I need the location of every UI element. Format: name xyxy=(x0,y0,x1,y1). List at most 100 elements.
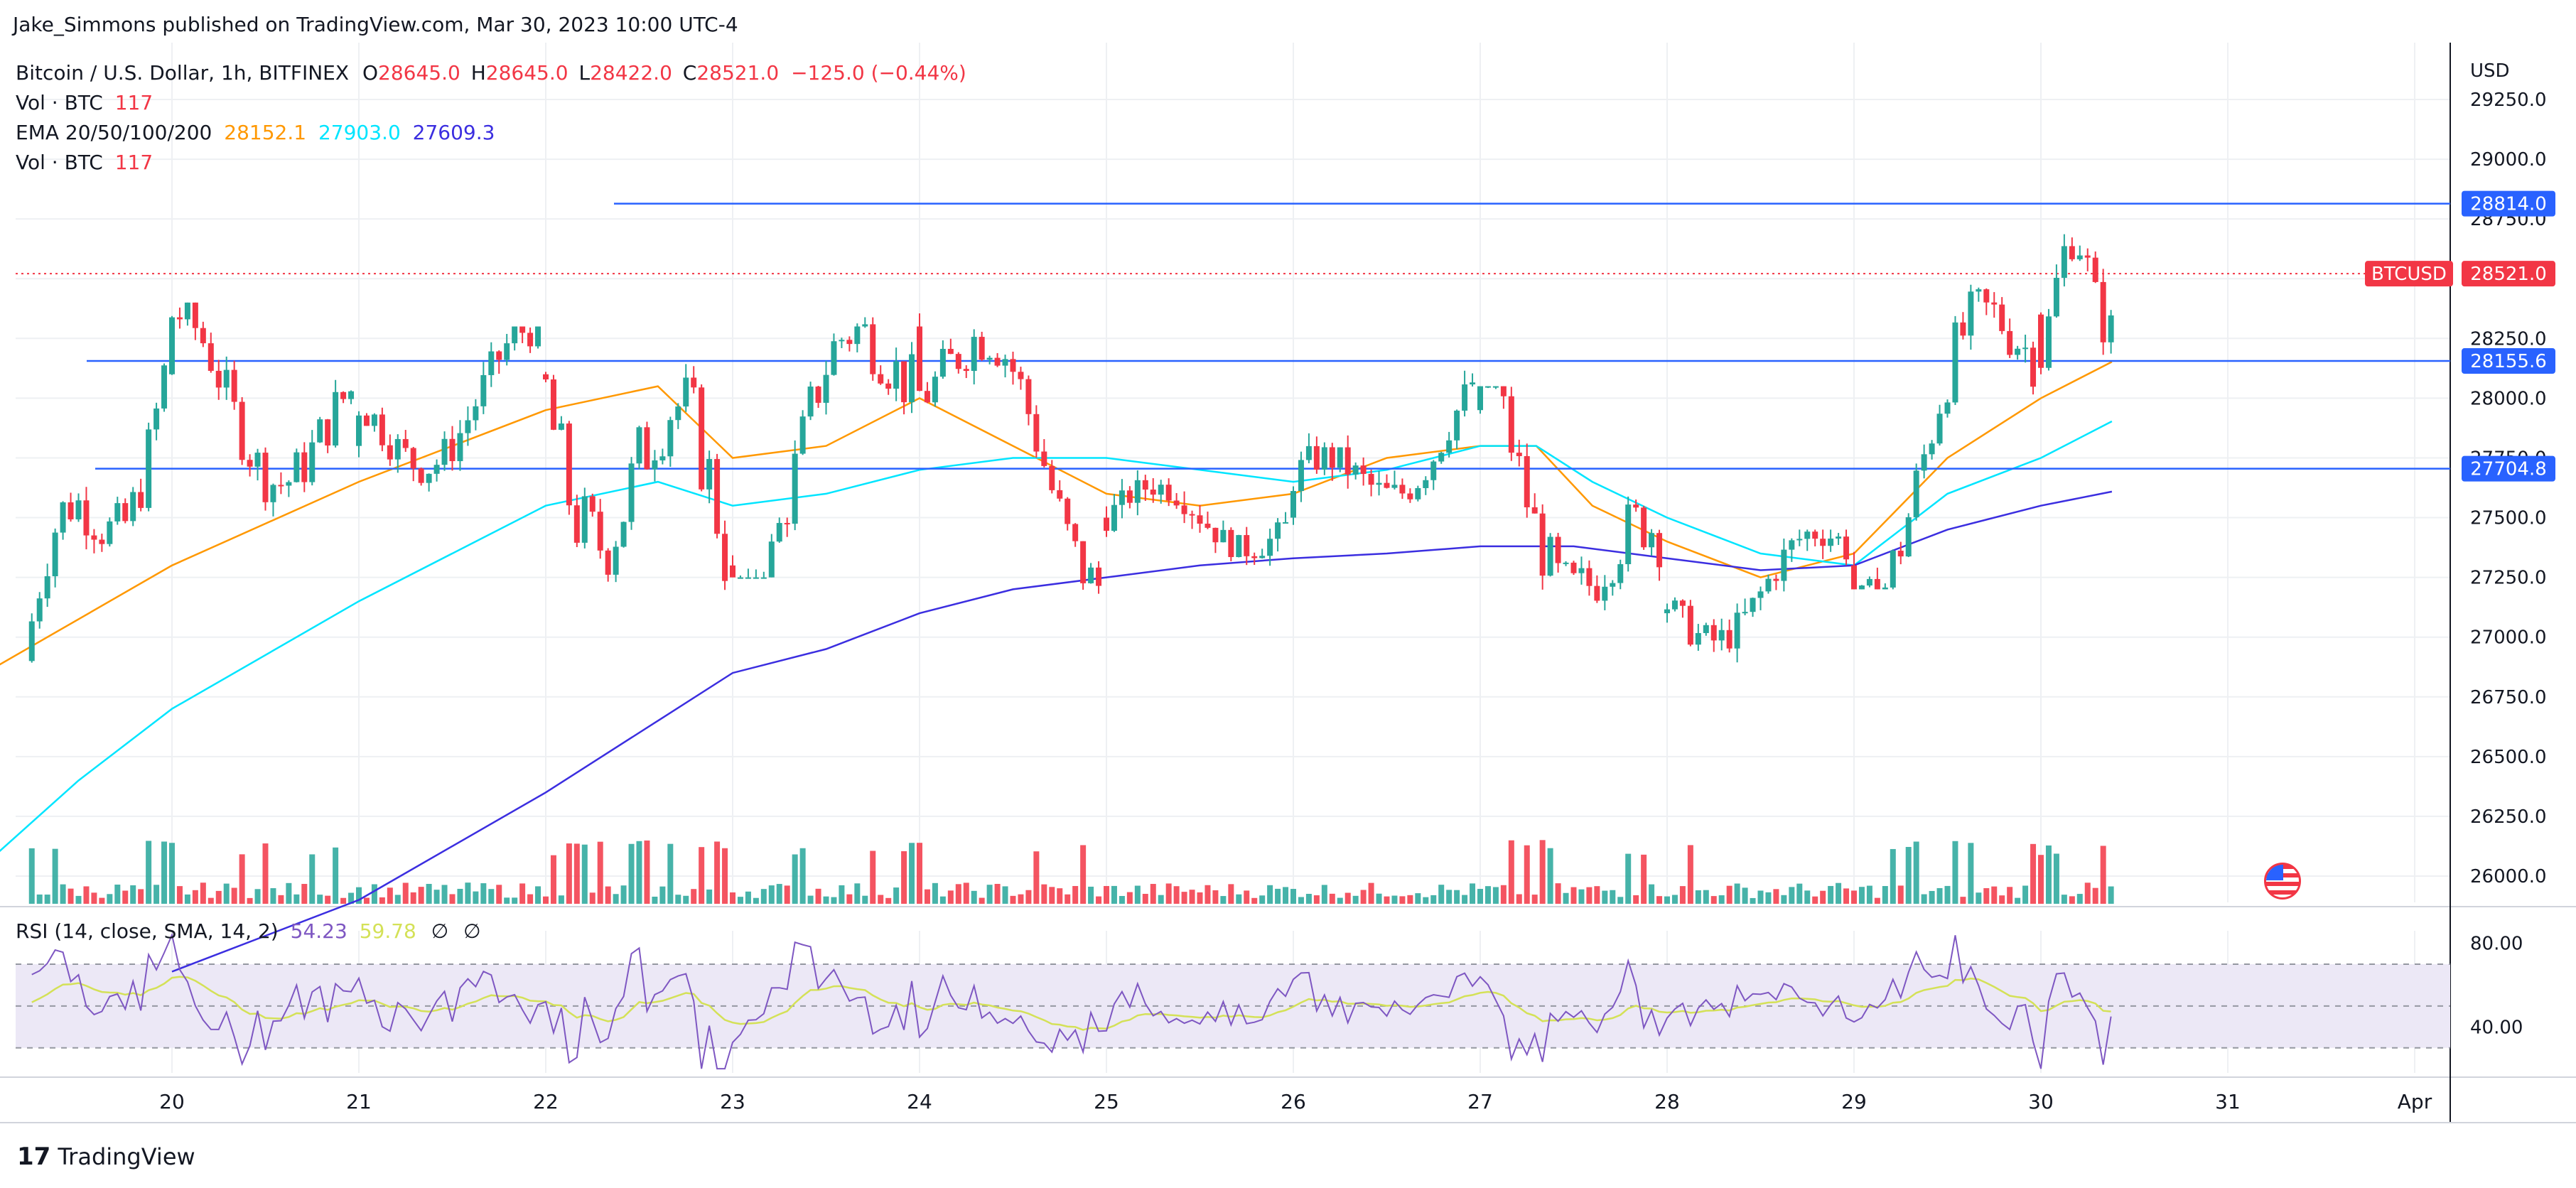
volume-bar xyxy=(2061,895,2067,904)
hline-tag-3: 27704.8 xyxy=(2470,459,2547,480)
volume-bar xyxy=(1991,886,1998,904)
candle-body xyxy=(1929,443,1935,455)
candle-body xyxy=(2053,278,2059,317)
candle-body xyxy=(402,438,409,448)
candle-body xyxy=(1321,447,1327,470)
ema20-value: 28152.1 xyxy=(224,121,307,144)
volume-bar xyxy=(130,885,136,904)
candle-body xyxy=(1142,480,1148,490)
candle-body xyxy=(1703,625,1709,633)
candle-body xyxy=(807,387,814,417)
volume-bar xyxy=(2100,846,2106,904)
candle-body xyxy=(1555,536,1561,563)
candle-body xyxy=(527,333,534,347)
volume-bar xyxy=(628,843,635,904)
time-tick-label: 24 xyxy=(907,1090,932,1113)
volume-bar xyxy=(566,843,572,904)
rsi-tick-label: 40.00 xyxy=(2470,1017,2523,1038)
volume-bar xyxy=(1633,895,1639,904)
candle-body xyxy=(994,357,1001,366)
volume-bar xyxy=(28,848,35,904)
candle-body xyxy=(379,414,385,446)
volume-bar xyxy=(270,888,276,904)
volume-bar xyxy=(387,887,393,904)
candle-body xyxy=(1477,386,1483,411)
candle-body xyxy=(1960,322,1966,336)
volume-bar xyxy=(917,843,922,904)
volume-bar xyxy=(691,889,697,904)
volume-bar xyxy=(807,895,814,904)
volume-bar xyxy=(753,897,759,904)
volume-bar xyxy=(1025,890,1032,904)
close-value: 28521.0 xyxy=(696,61,780,85)
volume-bar xyxy=(1656,896,1663,904)
candle-body xyxy=(1983,289,1990,303)
candle-body xyxy=(1267,539,1273,556)
volume-bar xyxy=(955,884,961,904)
price-tick-label: 29000.0 xyxy=(2470,149,2547,171)
candle-body xyxy=(1072,524,1079,541)
volume-bar xyxy=(589,892,596,904)
volume-bar xyxy=(870,850,876,904)
volume-bar xyxy=(1344,892,1351,904)
volume-bar xyxy=(1290,889,1296,904)
candle-body xyxy=(1586,568,1593,586)
price-axis-currency: USD xyxy=(2470,60,2510,82)
candle-body xyxy=(589,496,596,512)
candle-body xyxy=(2100,281,2106,342)
change-value: −125.0 (−0.44%) xyxy=(791,61,966,85)
symbol-tag-bg xyxy=(2365,261,2453,287)
volume-bar xyxy=(356,887,362,904)
volume-bar xyxy=(1742,887,1748,904)
volume-bar xyxy=(1088,886,1094,904)
candle-body xyxy=(293,452,300,482)
volume-bar xyxy=(784,885,790,904)
candle-body xyxy=(1765,578,1772,592)
volume-bar xyxy=(963,882,969,904)
candle-body xyxy=(2076,255,2083,259)
candle-body xyxy=(2007,330,2013,355)
candle-body xyxy=(200,328,206,344)
candle-body xyxy=(1882,587,1888,590)
time-tick-label: 20 xyxy=(159,1090,185,1113)
candle-body xyxy=(760,577,767,579)
price-tick-label: 26250.0 xyxy=(2470,806,2547,828)
candle-body xyxy=(75,500,82,519)
volume-bar xyxy=(737,897,743,904)
candle-body xyxy=(1197,515,1203,524)
us-flag-icon[interactable] xyxy=(2264,863,2301,900)
candle-body xyxy=(1010,359,1016,372)
candle-body xyxy=(1999,304,2005,331)
volume-bar xyxy=(1165,883,1172,904)
volume-bar xyxy=(1828,885,1834,904)
volume-bar xyxy=(1960,897,1966,904)
volume-bar xyxy=(1921,894,1927,904)
volume-bar xyxy=(1142,894,1148,904)
candle-body xyxy=(1913,470,1919,517)
candle-body xyxy=(169,317,175,374)
volume-bar xyxy=(1929,890,1935,904)
volume-bar xyxy=(1454,890,1460,904)
candle-body xyxy=(854,326,861,345)
volume-bar xyxy=(2030,843,2037,904)
time-tick-label: 21 xyxy=(346,1090,372,1113)
footer-logo[interactable]: 𝟭𝟳 TradingView xyxy=(17,1143,195,1171)
volume-bar xyxy=(1664,896,1670,904)
volume-bar xyxy=(1220,896,1227,904)
volume-bar xyxy=(854,883,861,904)
volume-bar xyxy=(44,895,50,904)
candle-body xyxy=(870,324,876,374)
horizontal-lines[interactable] xyxy=(16,202,2450,470)
candle-body xyxy=(1516,453,1522,456)
volume-bar xyxy=(1602,890,1608,904)
volume-bar xyxy=(1866,885,1872,904)
volume-bar xyxy=(1049,887,1055,904)
time-tick-label: 27 xyxy=(1467,1090,1493,1113)
candle-body xyxy=(2015,348,2021,355)
volume-bar xyxy=(1625,853,1632,904)
volume-bar xyxy=(441,885,448,904)
candle-body xyxy=(620,522,627,547)
volume-bar xyxy=(91,892,97,904)
candle-body xyxy=(60,502,66,533)
